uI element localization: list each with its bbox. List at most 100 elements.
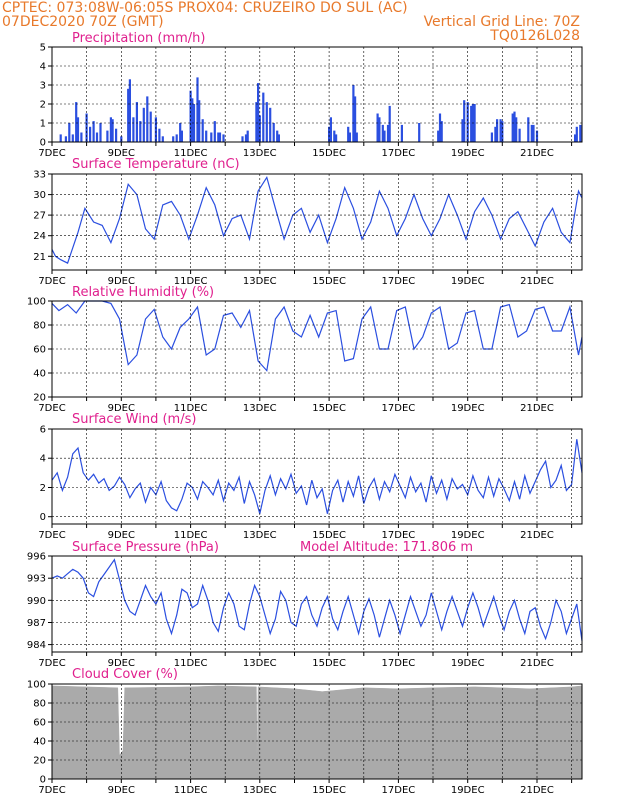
temp-xtick-label: 13DEC	[243, 276, 277, 287]
cloud-xtick-label: 11DEC	[174, 785, 208, 796]
pressure-frame	[51, 555, 583, 653]
precip-bar	[180, 130, 183, 142]
temp-ytick-label: 33	[33, 170, 46, 181]
rh-xtick-label: 7DEC	[38, 403, 65, 414]
precip-bar	[383, 130, 386, 142]
precip-bar	[437, 130, 440, 142]
wind-title: Surface Wind (m/s)	[72, 412, 196, 427]
precip-bar	[352, 85, 355, 142]
precip-bar	[217, 132, 220, 142]
cloud-ytick-label: 40	[33, 737, 46, 748]
pressure-ytick-label: 984	[27, 640, 46, 651]
temp-xtick-label: 21DEC	[520, 276, 554, 287]
precip-bar	[378, 117, 381, 142]
cloud-xtick-label: 13DEC	[243, 785, 277, 796]
wind-xtick-label: 17DEC	[382, 530, 416, 541]
precip-bar	[272, 123, 275, 142]
precip-bar	[262, 92, 265, 142]
wind-xtick-label: 11DEC	[174, 530, 208, 541]
wind-xtick-label: 7DEC	[38, 530, 65, 541]
rh-line	[51, 300, 583, 372]
pressure-xtick-label: 17DEC	[382, 658, 416, 669]
precip-xtick-label: 15DEC	[312, 148, 346, 159]
temp-line	[51, 175, 583, 264]
cloud-xtick-label: 19DEC	[451, 785, 485, 796]
pressure-ytick-label: 990	[27, 596, 46, 607]
pressure-ytick-label: 993	[27, 574, 46, 585]
precip-bar	[277, 134, 280, 142]
precip-bar	[198, 100, 201, 142]
precip-bar	[68, 123, 71, 142]
wind-frame	[51, 428, 583, 525]
precip-xtick-label: 7DEC	[38, 148, 65, 159]
precip-bar	[179, 123, 182, 142]
precip-bar	[75, 102, 78, 142]
temp-ytick-label: 21	[33, 252, 46, 263]
precip-bar	[201, 119, 204, 142]
precip-bar	[513, 111, 516, 142]
precip-bar	[329, 117, 332, 142]
precip-bar	[518, 128, 521, 142]
wind-xtick-label: 13DEC	[243, 530, 277, 541]
cloud-frame	[51, 683, 583, 780]
cloud-ytick-label: 20	[33, 756, 46, 767]
precip-bar	[149, 111, 152, 142]
precip-bar	[246, 130, 249, 142]
pressure-xtick-label: 7DEC	[38, 658, 65, 669]
temp-ytick-label: 27	[33, 211, 46, 222]
precip-bar	[191, 98, 194, 142]
precip-bar	[466, 102, 469, 142]
precip-bar	[76, 117, 80, 142]
precip-bar	[461, 119, 464, 142]
wind-xtick-label: 15DEC	[312, 530, 346, 541]
rh-ytick-label: 80	[33, 321, 46, 332]
precip-ytick-label: 3	[40, 81, 46, 92]
precip-xtick-label: 11DEC	[174, 148, 208, 159]
rh-xtick-label: 19DEC	[451, 403, 485, 414]
temp-ytick-label: 30	[33, 190, 46, 201]
temp-frame	[51, 173, 583, 271]
precip-bar	[213, 121, 216, 142]
cloud-ytick-label: 0	[40, 775, 46, 786]
precip-bar	[328, 126, 331, 142]
rh-title: Relative Humidity (%)	[72, 285, 214, 300]
precip-bar	[142, 107, 145, 142]
cloud-ytick-label: 100	[27, 680, 46, 691]
precip-bar	[172, 136, 175, 142]
precip-ytick-label: 5	[40, 43, 46, 54]
precip-bar	[335, 134, 338, 142]
precip-ytick-label: 1	[40, 119, 46, 130]
header-grid-line: Vertical Grid Line: 70Z	[424, 14, 580, 30]
rh-xtick-label: 17DEC	[382, 403, 416, 414]
precip-bar	[111, 119, 114, 142]
precip-bar	[574, 134, 577, 142]
precip-bar	[388, 105, 391, 142]
precip-bar	[59, 134, 62, 142]
precip-bar	[355, 132, 358, 142]
rh-frame	[51, 300, 583, 398]
precip-bar	[381, 124, 384, 142]
wind-ytick-label: 2	[40, 483, 46, 494]
temp-ytick-label: 24	[33, 231, 46, 242]
wind-xtick-label: 9DEC	[108, 530, 135, 541]
pressure-xtick-label: 13DEC	[243, 658, 277, 669]
wind-xtick-label: 21DEC	[520, 530, 554, 541]
rh-xtick-label: 11DEC	[174, 403, 208, 414]
precip-bar	[473, 104, 476, 142]
rh-ytick-label: 40	[33, 369, 46, 380]
precip-bar	[265, 102, 268, 142]
precip-bar	[127, 88, 130, 142]
cloud-xtick-label: 17DEC	[382, 785, 416, 796]
cloud-ytick-label: 60	[33, 718, 46, 729]
precip-bar	[115, 128, 118, 142]
wind-ytick-label: 6	[40, 425, 46, 436]
temp-xtick-label: 15DEC	[312, 276, 346, 287]
precip-bar	[89, 126, 92, 142]
pressure-xtick-label: 19DEC	[451, 658, 485, 669]
precip-bar	[499, 119, 502, 142]
wind-xtick-label: 19DEC	[451, 530, 485, 541]
precip-bar	[376, 113, 379, 142]
precip-bar	[440, 121, 443, 142]
temp-xtick-label: 7DEC	[38, 276, 65, 287]
wind-line	[51, 439, 583, 514]
